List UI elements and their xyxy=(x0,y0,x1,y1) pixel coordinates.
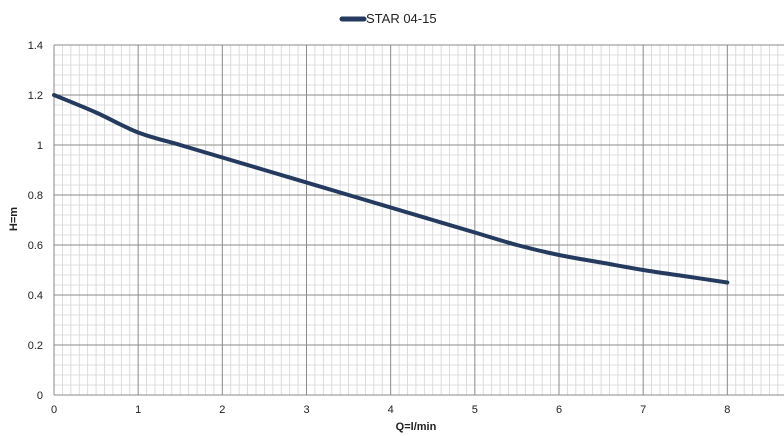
series-lines xyxy=(52,93,730,285)
x-tick-label: 7 xyxy=(640,404,646,416)
y-tick-label: 1 xyxy=(37,140,43,152)
x-tick-label: 3 xyxy=(303,404,309,416)
minor-gridlines xyxy=(54,45,784,395)
major-gridlines xyxy=(53,44,784,396)
series-line xyxy=(52,93,730,285)
y-axis-title: H=m xyxy=(8,207,20,231)
y-tick-label: 1.2 xyxy=(28,90,43,102)
x-tick-label: 5 xyxy=(472,404,478,416)
y-tick-label: 0.8 xyxy=(28,190,43,202)
legend-label: STAR 04-15 xyxy=(366,11,437,26)
x-tick-label: 0 xyxy=(51,404,57,416)
x-axis-ticks: 0123456789 xyxy=(51,404,730,416)
y-tick-label: 0 xyxy=(37,390,43,402)
y-tick-label: 1.4 xyxy=(28,40,43,52)
y-tick-label: 0.6 xyxy=(28,240,43,252)
x-tick-label: 8 xyxy=(724,404,730,416)
y-tick-label: 0.2 xyxy=(28,340,43,352)
x-axis-title: Q=l/min xyxy=(396,421,437,433)
x-tick-label: 1 xyxy=(135,404,141,416)
x-tick-label: 2 xyxy=(219,404,225,416)
y-axis-ticks: 0 0.2 0.4 0.6 0.8 1 1.2 1.4 xyxy=(28,40,43,402)
legend: STAR 04-15 xyxy=(339,11,437,26)
y-tick-label: 0.4 xyxy=(28,290,43,302)
x-tick-label: 4 xyxy=(388,404,394,416)
x-tick-label: 6 xyxy=(556,404,562,416)
